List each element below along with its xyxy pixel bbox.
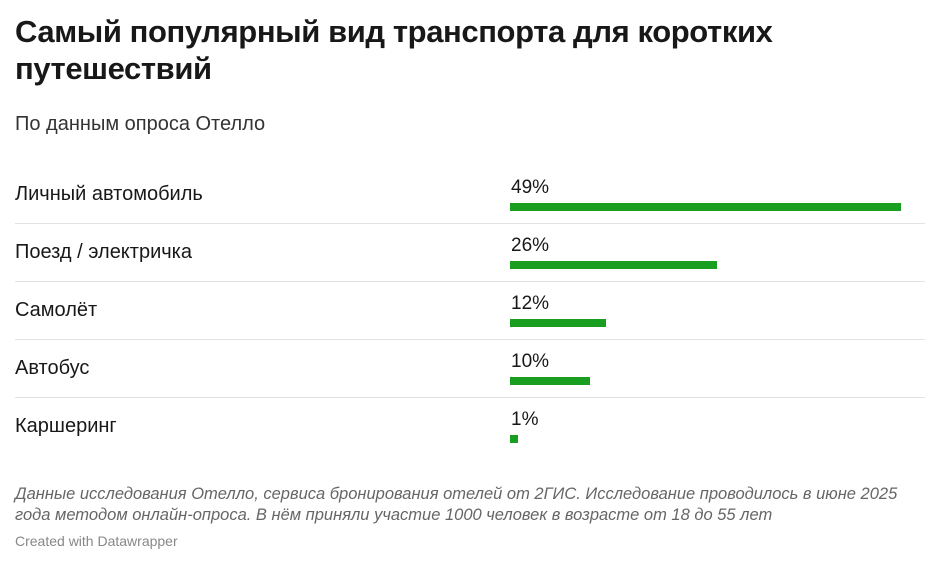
bar-row: Самолёт 12%: [15, 282, 925, 340]
bar-value-label: 26%: [511, 235, 550, 256]
bar-value-label: 1%: [511, 409, 539, 430]
bar-category-label: Личный автомобиль: [15, 183, 203, 205]
bar-value-label: 49%: [511, 177, 550, 198]
bar: [510, 203, 901, 211]
bar: [510, 377, 590, 385]
chart-notes: Данные исследования Отелло, сервиса брон…: [15, 485, 898, 524]
bar-value-label: 10%: [511, 351, 550, 372]
credit-link[interactable]: Created with Datawrapper: [15, 533, 178, 549]
bar-row: Каршеринг 1%: [15, 398, 925, 456]
bar: [510, 435, 518, 443]
bar-category-label: Каршеринг: [15, 415, 117, 437]
bar-chart: Личный автомобиль 49% Поезд / электричка 26…: [15, 166, 925, 456]
bar: [510, 261, 717, 269]
bar-category-label: Самолёт: [15, 299, 98, 321]
chart-title: Самый популярный вид транспорта для коро…: [15, 14, 773, 86]
bar-value-label: 12%: [511, 293, 550, 314]
bar-category-label: Поезд / электричка: [15, 241, 192, 263]
bar-row: Поезд / электричка 26%: [15, 224, 925, 282]
bar-category-label: Автобус: [15, 357, 90, 379]
chart-subtitle: По данным опроса Отелло: [15, 113, 266, 135]
bar: [510, 319, 606, 327]
bar-row: Автобус 10%: [15, 340, 925, 398]
bar-row: Личный автомобиль 49%: [15, 166, 925, 224]
